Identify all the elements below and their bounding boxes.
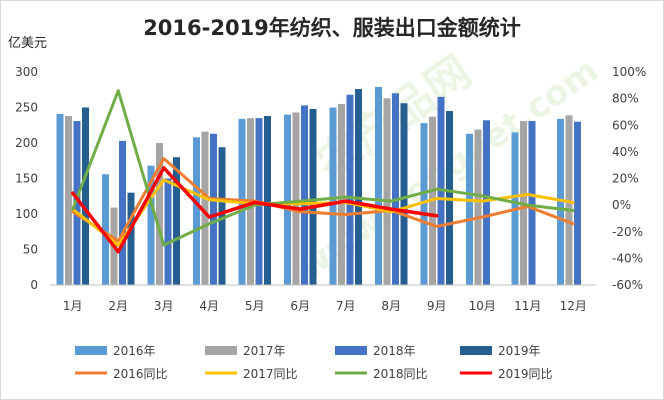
y-tick-right-label: -20% (612, 225, 643, 239)
x-tick-label: 2月 (108, 299, 128, 313)
bar (355, 89, 362, 285)
bar (383, 98, 391, 286)
y-tick-right-label: 60% (612, 118, 639, 132)
bar (483, 120, 490, 285)
bar (528, 120, 536, 286)
bar (466, 133, 473, 285)
x-tick-label: 3月 (154, 299, 174, 313)
bar (309, 108, 317, 285)
y-tick-left-label: 250 (15, 101, 38, 115)
bar (156, 143, 163, 285)
bar (218, 147, 226, 285)
bar (147, 165, 155, 285)
bar (574, 121, 581, 285)
legend-label: 2017同比 (243, 367, 298, 381)
x-tick-label: 8月 (381, 299, 401, 313)
legend-label: 2016同比 (113, 367, 168, 381)
bar (56, 113, 64, 285)
y-tick-left-label: 0 (30, 278, 38, 292)
line-series (71, 178, 575, 247)
y-tick-right-label: 100% (612, 65, 646, 79)
y-tick-left-label: 200 (15, 136, 38, 150)
bar (392, 93, 399, 285)
x-tick-label: 1月 (63, 299, 83, 313)
y-tick-left-label: 50 (23, 243, 38, 257)
x-tick-label: 10月 (469, 299, 496, 313)
y-axis-left: 0 50 100 150 200 250 300 (15, 65, 38, 292)
legend-label: 2018同比 (373, 367, 428, 381)
bar (329, 107, 337, 285)
bar (557, 118, 564, 285)
legend-swatch (75, 346, 107, 355)
line-series (71, 157, 575, 243)
bar (292, 112, 300, 285)
bar (119, 140, 126, 285)
bar (102, 174, 109, 285)
y-tick-right-label: -60% (612, 278, 643, 292)
bar (301, 105, 308, 286)
legend-label: 2018年 (373, 344, 416, 358)
bar (565, 115, 573, 285)
legend-label: 2019同比 (498, 367, 553, 381)
x-tick-label: 5月 (245, 299, 265, 313)
bar (164, 178, 172, 285)
legend-swatch (335, 346, 367, 355)
legend-label: 2017年 (243, 344, 286, 358)
y-axis-left-label: 亿美元 (8, 36, 48, 51)
x-tick-label: 6月 (290, 299, 310, 313)
bar (73, 120, 81, 286)
legend-label: 2019年 (498, 344, 541, 358)
bar (65, 116, 72, 286)
chart-title: 2016-2019年纺织、服装出口金额统计 (143, 16, 521, 40)
bar (375, 86, 382, 285)
bar (346, 94, 354, 285)
legend-label: 2016年 (113, 344, 156, 358)
y-tick-right-label: 20% (612, 172, 639, 186)
legend-swatch (205, 346, 237, 355)
y-tick-right-label: 0% (612, 198, 631, 212)
x-tick-label: 12月 (560, 299, 587, 313)
x-axis: 1月 2月 3月 4月 5月 6月 7月 8月 9月 10月 11月 12月 (63, 299, 587, 313)
bar (338, 103, 345, 285)
y-axis-right: -60% -40% -20% 0% 20% 40% 60% 80% 100% (612, 65, 646, 292)
y-tick-right-label: 80% (612, 92, 639, 106)
y-tick-right-label: 40% (612, 145, 639, 159)
y-tick-right-label: -40% (612, 251, 643, 265)
bar (264, 116, 271, 286)
x-tick-label: 9月 (427, 299, 447, 313)
y-tick-left-label: 150 (15, 172, 38, 186)
bar (127, 192, 135, 285)
bar (400, 103, 408, 286)
y-tick-left-label: 100 (15, 207, 38, 221)
legend-swatch (460, 346, 492, 355)
line-series (71, 89, 575, 247)
y-tick-left-label: 300 (15, 65, 38, 79)
bar (201, 131, 209, 285)
bar (173, 157, 180, 285)
bar (474, 129, 482, 285)
line-series (71, 166, 439, 254)
x-tick-label: 4月 (199, 299, 219, 313)
bar (193, 137, 200, 285)
bar (284, 114, 291, 285)
legend: 2016年 2017年 2018年 2019年 2016同比 2017同比 2018同比 20… (75, 344, 553, 381)
bar (420, 123, 428, 286)
bar (82, 107, 89, 285)
x-tick-label: 7月 (336, 299, 356, 313)
x-tick-label: 11月 (514, 299, 541, 313)
bar (210, 133, 217, 285)
line-series-group (71, 89, 575, 254)
